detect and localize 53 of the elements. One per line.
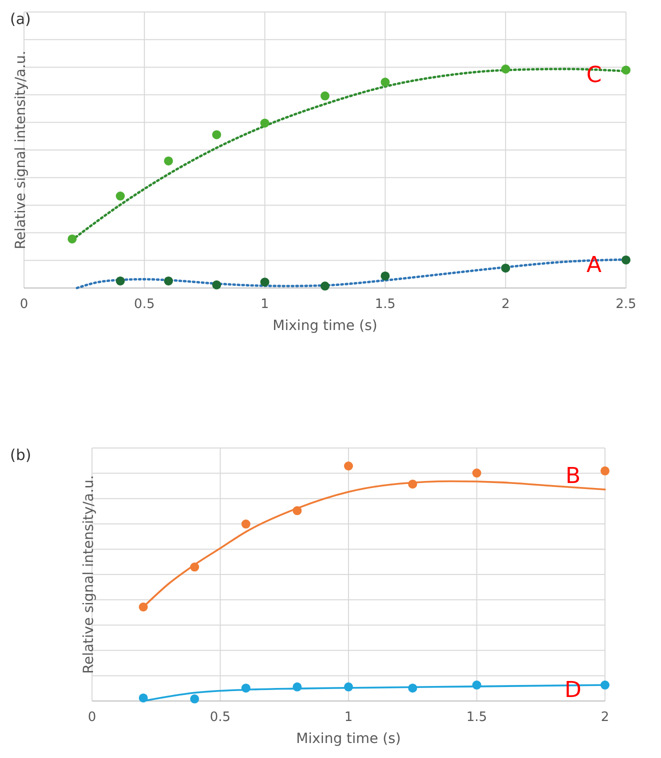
point [472, 680, 482, 690]
chart-title: (a) [10, 10, 31, 28]
point [408, 480, 418, 489]
point [380, 78, 390, 87]
x-tick-label: 1 [344, 710, 353, 725]
point [164, 156, 173, 166]
x-tick-label: 1 [260, 297, 269, 312]
point [190, 694, 200, 704]
point [260, 118, 270, 128]
x-tick-label: 2.5 [616, 297, 636, 312]
x-tick-label: 2 [600, 710, 610, 725]
x-tick-label: 0 [88, 710, 96, 725]
point [212, 130, 222, 140]
series-label: C [586, 63, 602, 88]
y-axis-title: Relative signal intensity/a.u. [13, 50, 29, 250]
x-tick-label: 1.5 [466, 710, 488, 725]
point [241, 684, 250, 693]
point [344, 462, 353, 470]
point [138, 602, 148, 612]
y-axis-title: Relative signal intensity/a.u. [81, 475, 97, 674]
point [344, 682, 353, 692]
point [292, 682, 302, 692]
point [600, 680, 610, 690]
point [380, 271, 390, 280]
series-label: D [564, 678, 582, 704]
point [241, 520, 250, 529]
x-tick-label: 0.5 [210, 710, 231, 725]
x-tick-label: 0.5 [134, 297, 155, 312]
point [212, 280, 222, 290]
point [320, 282, 330, 291]
point [600, 466, 610, 476]
point [116, 192, 125, 201]
point [260, 278, 270, 287]
point [190, 562, 200, 572]
point [408, 684, 418, 693]
series-label: B [565, 464, 581, 489]
point [292, 506, 302, 516]
point [138, 693, 148, 702]
point [164, 276, 173, 286]
chart-title: (b) [10, 446, 32, 464]
x-tick-label: 1.5 [374, 297, 396, 312]
x-axis-title: Mixing time (s) [296, 731, 401, 747]
point [68, 234, 77, 244]
x-axis-title: Mixing time (s) [272, 318, 378, 334]
point [320, 91, 330, 100]
point [472, 468, 482, 478]
point [501, 64, 510, 74]
point [622, 255, 630, 264]
point [501, 264, 510, 273]
point [622, 66, 630, 75]
x-tick-label: 0 [20, 297, 28, 312]
x-tick-label: 2 [501, 297, 510, 312]
point [116, 276, 125, 286]
